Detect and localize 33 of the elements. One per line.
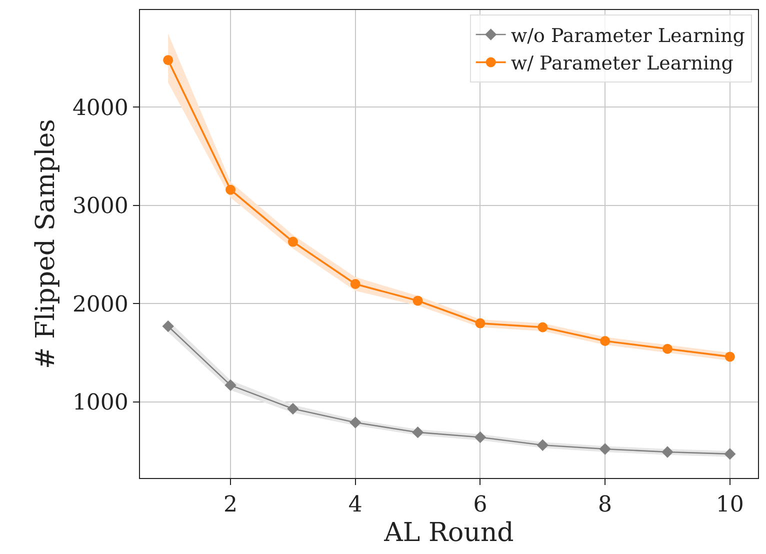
point <box>724 448 736 460</box>
point <box>412 296 423 306</box>
point <box>287 402 299 415</box>
point <box>350 279 360 290</box>
y-tick-label: 3000 <box>72 194 128 220</box>
x-axis-title: AL Round <box>383 518 514 548</box>
point <box>475 318 486 328</box>
x-tick-label: 4 <box>348 492 362 518</box>
point <box>163 55 174 66</box>
point <box>662 446 674 458</box>
legend-label: w/o Parameter Learning <box>510 24 745 47</box>
x-tick-label: 10 <box>716 492 744 518</box>
x-tick-label: 6 <box>473 492 488 518</box>
point <box>599 443 611 455</box>
point <box>162 320 174 332</box>
point <box>724 352 735 362</box>
y-tick-label: 4000 <box>72 96 128 121</box>
y-tick-label: 2000 <box>72 292 128 318</box>
point <box>412 426 424 438</box>
point <box>288 236 298 247</box>
point <box>536 439 548 451</box>
point <box>474 431 486 444</box>
x-tick-label: 8 <box>598 492 612 518</box>
point <box>662 344 672 354</box>
point <box>538 322 548 332</box>
y-axis-title: # Flipped Samples <box>30 119 61 369</box>
point <box>600 336 610 346</box>
point <box>226 184 236 195</box>
legend-label: w/ Parameter Learning <box>510 52 734 75</box>
y-tick-label: 1000 <box>72 390 128 416</box>
point <box>224 379 236 392</box>
point <box>350 416 362 428</box>
x-tick-label: 2 <box>224 492 238 518</box>
